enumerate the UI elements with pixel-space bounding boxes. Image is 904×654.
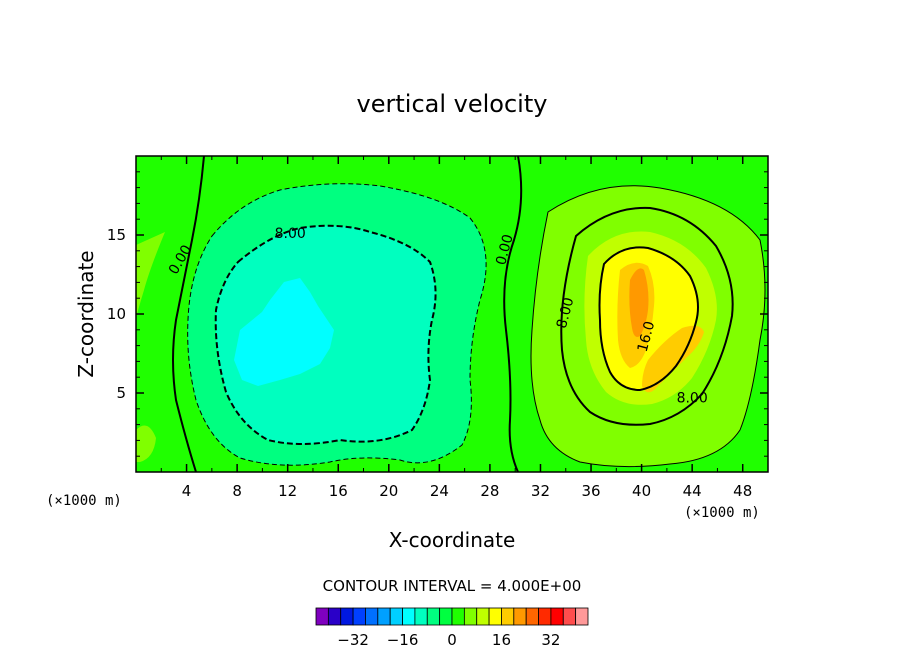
colorbar-tick-label: 32: [541, 631, 560, 649]
colorbar-swatch: [327, 607, 342, 626]
contour-line-label: 0.00: [493, 233, 517, 267]
x-tick-label: 12: [278, 482, 297, 500]
colorbar-swatch: [365, 607, 379, 626]
x-tick-label: 24: [430, 482, 449, 500]
colorbar-swatch: [340, 607, 354, 626]
colorbar-swatch: [426, 607, 441, 626]
contour-lines: [172, 156, 766, 472]
colorbar-swatch: [352, 607, 366, 626]
colorbar-swatch: [525, 607, 539, 626]
colorbar-tick-label: −16: [387, 631, 419, 649]
contour-8-right: [560, 206, 734, 426]
zero-contour-middle: [503, 156, 523, 472]
colorbar-swatch: [377, 607, 391, 626]
y-axis-label: Z-coordinate: [74, 250, 98, 377]
colorbar-swatch: [538, 607, 552, 626]
level-24-region: [629, 268, 649, 337]
contour-field: [136, 156, 768, 472]
y-tick-label: 15: [107, 226, 126, 244]
level-4-band-left-edge: [136, 232, 165, 318]
colorbar-tick-label: 16: [492, 631, 511, 649]
colorbar-tick-label: −32: [337, 631, 369, 649]
x-tick-label: 32: [531, 482, 550, 500]
contour-16-right: [598, 246, 699, 392]
x-tick-label: 28: [480, 482, 499, 500]
colorbar-swatch: [439, 607, 453, 626]
colorbar-swatch: [488, 607, 502, 626]
level-minus-12-region: [234, 278, 334, 386]
colorbar: −32 −16 0 16 32: [315, 607, 589, 649]
contour-4-right: [530, 185, 766, 468]
x-axis-label: X-coordinate: [389, 528, 516, 552]
x-tick-label: 48: [733, 482, 752, 500]
y-axis: 5 10 15: [107, 171, 768, 457]
colorbar-swatch: [513, 607, 527, 626]
colorbar-tick-label: 0: [447, 631, 457, 649]
contour-minus-8-left: [214, 224, 437, 445]
colorbar-swatch: [562, 607, 577, 626]
x-tick-label: 44: [683, 482, 702, 500]
colorbar-swatch: [315, 607, 329, 626]
x-tick-label: 8: [232, 482, 242, 500]
x-tick-label: 4: [182, 482, 192, 500]
level-4-band-left-lower: [136, 425, 156, 462]
colorbar-swatch: [402, 607, 416, 626]
x-tick-label: 40: [632, 482, 651, 500]
contour-line-label: 8.00: [275, 226, 306, 242]
chart-title: vertical velocity: [357, 90, 548, 118]
contour-line-label: 16.0: [635, 320, 659, 354]
x-tick-label: 36: [581, 482, 600, 500]
colorbar-swatch: [463, 607, 478, 626]
zero-contour-left: [172, 156, 205, 472]
colorbar-swatch: [389, 607, 403, 626]
colorbar-swatch: [451, 607, 465, 626]
colorbar-swatch: [476, 607, 490, 626]
x-axis: 4 8 12 16 20 24 28 32 36 40 44 48: [160, 156, 752, 500]
colorbar-swatch: [550, 607, 564, 626]
colorbar-swatch: [414, 607, 428, 626]
contour-minus-4-left: [187, 183, 487, 466]
y-tick-label: 10: [107, 305, 126, 323]
contour-line-label: 8.00: [677, 390, 708, 406]
colorbar-swatch: [501, 607, 515, 626]
y-tick-label: 5: [116, 384, 126, 402]
x-unit-left: (×1000 m): [46, 493, 122, 509]
contour-line-label: 8.00: [554, 296, 578, 330]
x-tick-label: 16: [329, 482, 348, 500]
contour-interval-text: CONTOUR INTERVAL = 4.000E+00: [323, 577, 582, 595]
x-unit-right: (×1000 m): [684, 505, 760, 521]
colorbar-swatch: [575, 607, 589, 626]
x-tick-label: 20: [379, 482, 398, 500]
